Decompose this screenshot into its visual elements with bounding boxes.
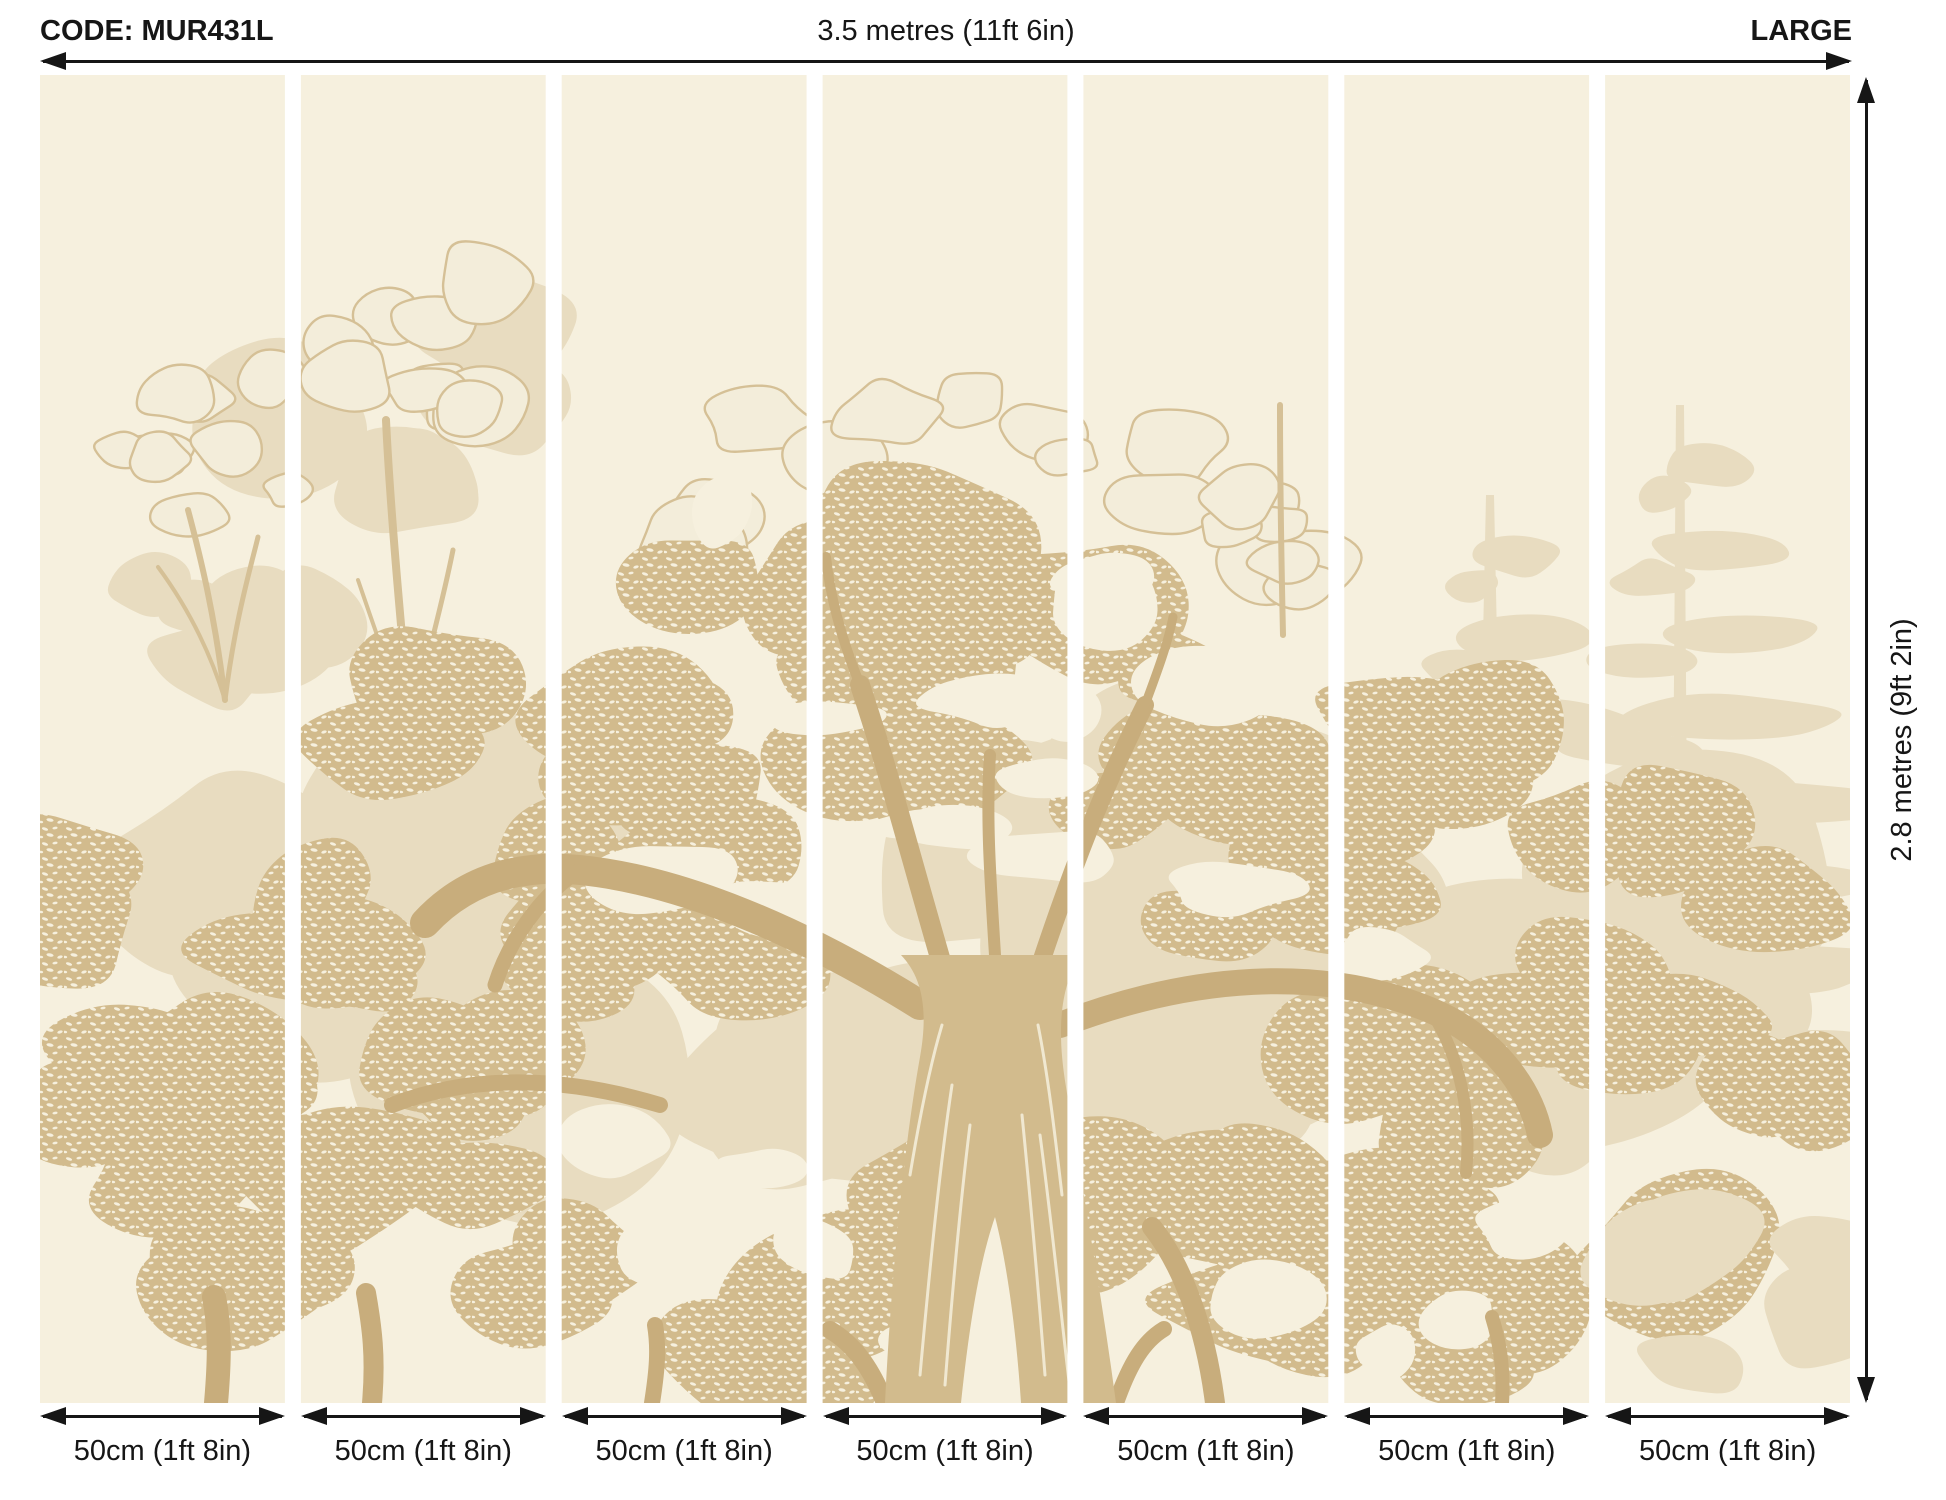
panel-width-label: 50cm (1ft 8in) <box>1117 1435 1295 1467</box>
panel-width-arrow <box>1083 1406 1329 1426</box>
panel-dimension: 50cm (1ft 8in) <box>561 1406 807 1468</box>
arrow-right-icon <box>1824 1407 1851 1425</box>
panel-dimension: 50cm (1ft 8in) <box>822 1406 1068 1468</box>
mural-illustration <box>40 75 1850 1403</box>
panel-dimensions-row: 50cm (1ft 8in) 50cm (1ft 8in) 50cm (1ft … <box>40 1406 1851 1468</box>
arrow-right-icon <box>1302 1407 1329 1425</box>
panel-width-label: 50cm (1ft 8in) <box>595 1435 773 1467</box>
arrow-line <box>1086 1414 1326 1418</box>
product-code-label: CODE: MUR431L <box>40 15 274 47</box>
panel-dimension: 50cm (1ft 8in) <box>1605 1406 1851 1468</box>
arrow-right-icon <box>1563 1407 1590 1425</box>
arrow-line <box>1608 1414 1848 1418</box>
panel-width-label: 50cm (1ft 8in) <box>1378 1435 1556 1467</box>
arrow-line <box>1864 80 1868 1400</box>
panel-width-arrow <box>1605 1406 1851 1426</box>
total-height-label: 2.8 metres (9ft 2in) <box>1886 618 1918 862</box>
panel-width-label: 50cm (1ft 8in) <box>334 1435 512 1467</box>
arrow-right-icon <box>519 1407 546 1425</box>
panel-dimension: 50cm (1ft 8in) <box>1344 1406 1590 1468</box>
arrow-line <box>303 1414 543 1418</box>
arrow-right-icon <box>1826 52 1852 70</box>
panel-width-arrow <box>40 1406 285 1426</box>
arrow-line <box>43 59 1849 63</box>
arrow-right-icon <box>1041 1407 1068 1425</box>
width-dimension-arrow <box>40 51 1852 71</box>
arrow-line <box>1347 1414 1587 1418</box>
panel-width-label: 50cm (1ft 8in) <box>856 1435 1034 1467</box>
total-width-label: 3.5 metres (11ft 6in) <box>817 15 1075 47</box>
panel-dimension: 50cm (1ft 8in) <box>300 1406 546 1468</box>
panel-width-arrow <box>1344 1406 1590 1426</box>
arrow-line <box>564 1414 804 1418</box>
panel-width-label: 50cm (1ft 8in) <box>1638 1435 1817 1467</box>
arrow-line <box>43 1414 282 1418</box>
arrow-right-icon <box>780 1407 807 1425</box>
panel-dimension: 50cm (1ft 8in) <box>1083 1406 1329 1468</box>
panel-dimension: 50cm (1ft 8in) <box>40 1406 285 1468</box>
arrow-line <box>825 1414 1065 1418</box>
panel-width-arrow <box>561 1406 807 1426</box>
panel-width-label: 50cm (1ft 8in) <box>73 1435 252 1467</box>
panel-width-arrow <box>300 1406 546 1426</box>
size-badge: LARGE <box>1750 15 1853 47</box>
arrow-down-icon <box>1857 1377 1875 1403</box>
mural-artwork <box>40 75 1850 1403</box>
arrow-right-icon <box>258 1407 285 1425</box>
height-dimension-arrow <box>1856 77 1876 1403</box>
panel-width-arrow <box>822 1406 1068 1426</box>
